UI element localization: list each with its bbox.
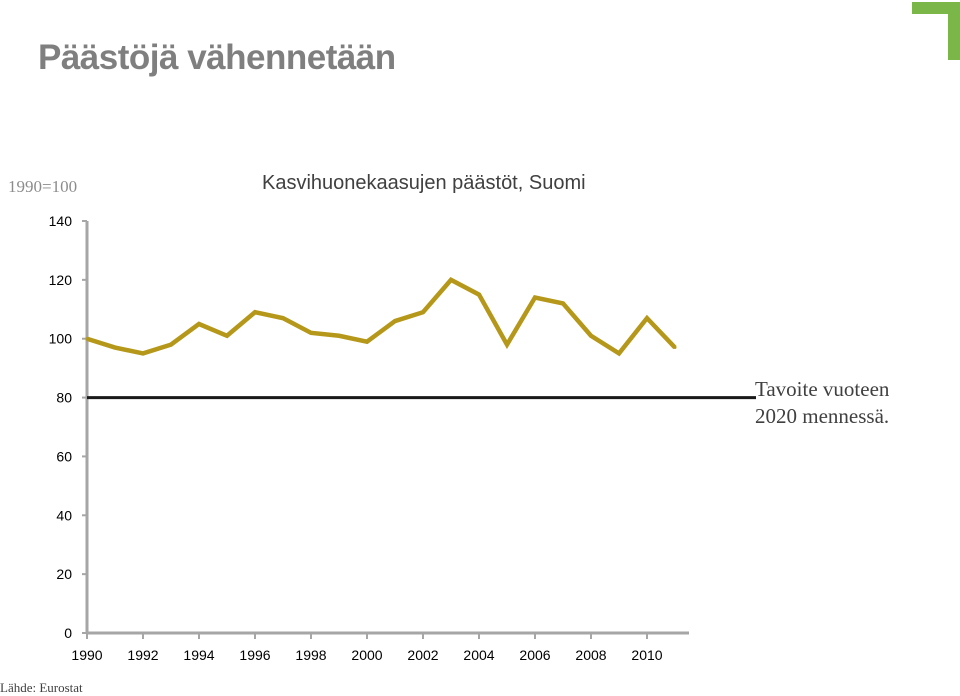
- y-tick-label: 80: [56, 390, 72, 406]
- x-tick-label: 2002: [407, 647, 438, 663]
- data-point: [309, 331, 313, 335]
- data-point: [169, 343, 173, 347]
- source-note: Lähde: Eurostat: [0, 680, 83, 695]
- index-note: 1990=100: [8, 177, 78, 196]
- data-point: [505, 343, 509, 347]
- data-point: [533, 296, 537, 300]
- y-tick-label: 120: [49, 272, 73, 288]
- data-point: [449, 278, 453, 282]
- data-point: [337, 334, 341, 338]
- y-tick-label: 100: [49, 331, 73, 347]
- chart-title: Kasvihuonekaasujen päästöt, Suomi: [262, 172, 586, 194]
- page-title: Päästöjä vähennetään: [38, 38, 396, 77]
- data-point: [281, 316, 285, 320]
- chart-axes: [85, 221, 689, 635]
- target-note-line1: Tavoite vuoteen: [755, 377, 890, 401]
- x-tick-label: 2000: [351, 647, 382, 663]
- x-tick-label: 2004: [463, 647, 494, 663]
- x-tick-label: 1990: [71, 647, 102, 663]
- data-point: [477, 293, 481, 297]
- x-tick-label: 1992: [127, 647, 158, 663]
- y-tick-label: 40: [56, 507, 72, 523]
- data-point: [589, 334, 593, 338]
- x-tick-label: 2010: [631, 647, 662, 663]
- data-point: [225, 334, 229, 338]
- x-tick-label: 2008: [575, 647, 606, 663]
- data-point: [141, 351, 145, 355]
- series-group: [85, 277, 677, 357]
- x-tick-label: 1996: [239, 647, 270, 663]
- y-tick-label: 0: [64, 625, 72, 641]
- logo-mark: [912, 2, 960, 60]
- data-point: [561, 301, 565, 305]
- data-point: [617, 351, 621, 355]
- data-point: [393, 319, 397, 323]
- y-axis-ticks: 0 20 40 60 80 100 120 140: [49, 213, 87, 641]
- x-axis-ticks: 1990 1992 1994 1996 1998 2000 2002 2004 2006 2008…: [71, 633, 663, 663]
- target-note: Tavoite vuoteen 2020 mennessä.: [755, 376, 889, 430]
- y-tick-label: 20: [56, 566, 72, 582]
- data-point: [673, 346, 677, 350]
- data-point: [365, 340, 369, 344]
- x-tick-label: 2006: [519, 647, 550, 663]
- y-tick-label: 60: [56, 448, 72, 464]
- y-tick-label: 140: [49, 213, 73, 229]
- data-point: [113, 346, 117, 350]
- data-point: [421, 310, 425, 314]
- data-point: [85, 337, 89, 341]
- data-point: [253, 310, 257, 314]
- logo-icon: [912, 2, 960, 60]
- x-tick-label: 1998: [295, 647, 326, 663]
- data-point: [645, 316, 649, 320]
- series-line: [86, 277, 677, 357]
- x-tick-label: 1994: [183, 647, 214, 663]
- target-note-line2: 2020 mennessä.: [755, 404, 890, 428]
- data-point: [197, 322, 201, 326]
